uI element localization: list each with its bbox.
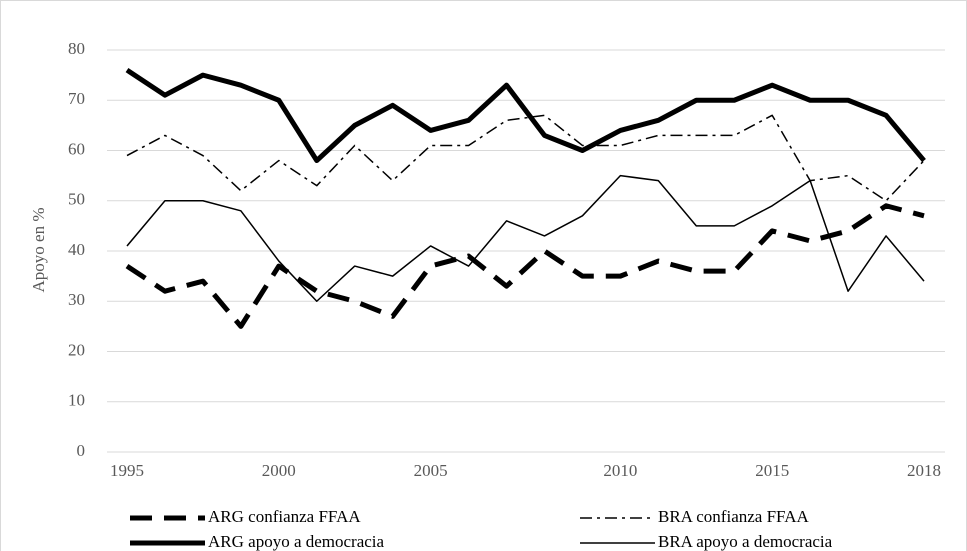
legend: ARG confianza FFAA BRA confianza FFAA ARG … xyxy=(130,507,833,551)
y-tick-label: 50 xyxy=(68,190,85,209)
x-tick-label: 2010 xyxy=(603,461,637,480)
legend-label: BRA apoyo a democracia xyxy=(658,532,833,551)
series-line xyxy=(125,203,925,329)
x-tick-label: 1995 xyxy=(110,461,144,480)
x-tick-label: 2018 xyxy=(907,461,941,480)
series-line xyxy=(126,174,925,302)
y-tick-label: 0 xyxy=(77,441,86,460)
y-tick-label: 60 xyxy=(68,139,85,158)
y-tick-label: 70 xyxy=(68,89,85,108)
x-tick-label: 2000 xyxy=(262,461,296,480)
legend-label: ARG apoyo a democracia xyxy=(208,532,385,551)
series-line xyxy=(126,114,925,202)
y-tick-label: 30 xyxy=(68,290,85,309)
x-tick-label: 2015 xyxy=(755,461,789,480)
series-line xyxy=(125,68,926,164)
y-tick-label: 10 xyxy=(68,391,85,410)
y-axis-label: Apoyo en % xyxy=(29,208,48,293)
x-tick-label: 2005 xyxy=(414,461,448,480)
y-tick-label: 20 xyxy=(68,340,85,359)
legend-label: ARG confianza FFAA xyxy=(208,507,361,526)
legend-label: BRA confianza FFAA xyxy=(658,507,810,526)
y-tick-label: 40 xyxy=(68,240,85,259)
y-tick-label: 80 xyxy=(68,39,85,58)
